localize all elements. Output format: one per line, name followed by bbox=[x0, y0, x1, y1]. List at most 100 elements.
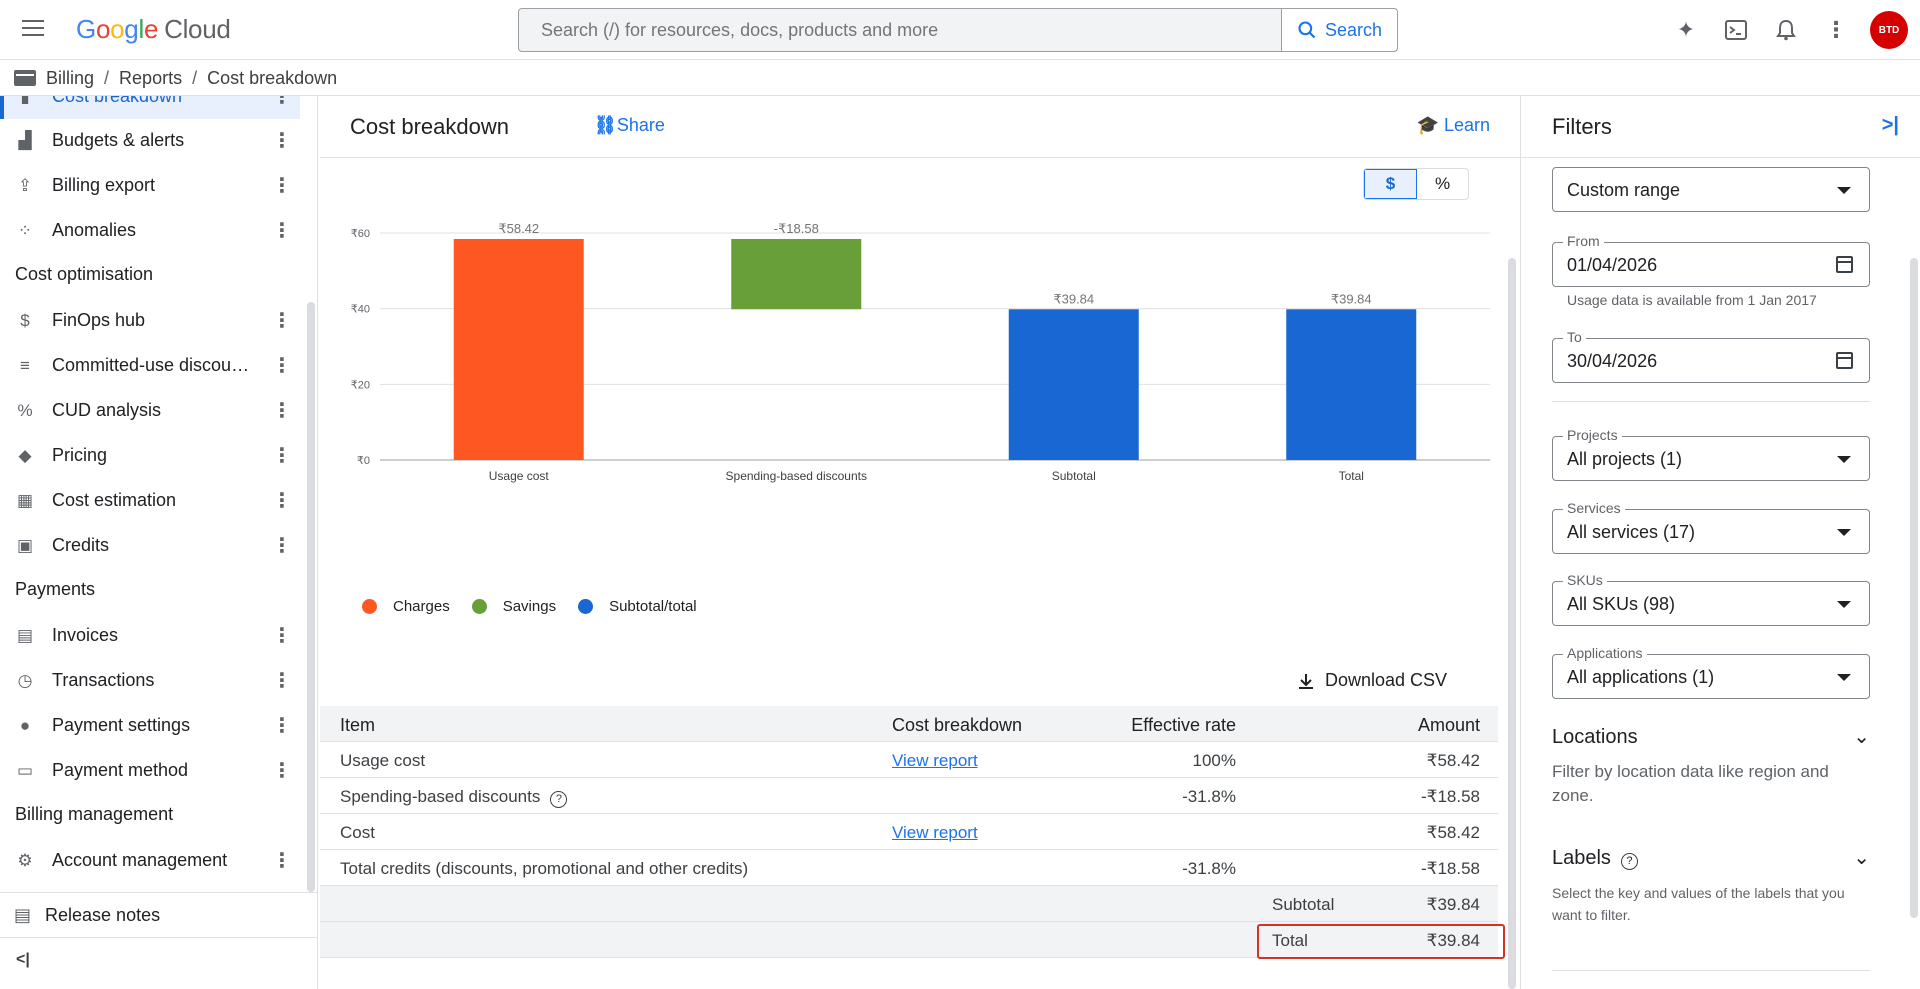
more-vert-icon[interactable]: ⋮ bbox=[272, 310, 292, 332]
more-vert-icon[interactable]: ⋮ bbox=[272, 130, 292, 152]
chevron-down-icon[interactable]: ⌄ bbox=[1853, 726, 1870, 748]
more-vert-icon[interactable]: ⋮ bbox=[272, 535, 292, 557]
labels-title: Labels bbox=[1552, 847, 1611, 869]
share-button[interactable]: ⛓Share bbox=[594, 115, 665, 136]
search-button[interactable]: Search bbox=[1281, 9, 1397, 51]
sidebar-item-anomalies[interactable]: ⁘ Anomalies ⋮ bbox=[0, 208, 300, 253]
sidebar-footer: ▤ Release notes <| bbox=[0, 892, 317, 968]
gemini-sparkle-icon[interactable]: ✦ bbox=[1676, 17, 1696, 42]
more-vert-icon[interactable]: ⋮ bbox=[272, 220, 292, 242]
sidebar-item-account-management[interactable]: ⚙ Account management ⋮ bbox=[0, 838, 300, 883]
sidebar-item-billing-export[interactable]: ⇪ Billing export ⋮ bbox=[0, 163, 300, 208]
services-select[interactable]: Services All services (17) bbox=[1552, 500, 1870, 554]
logo-letter: G bbox=[76, 14, 96, 44]
legend-item-subtotal-total[interactable]: Subtotal/total bbox=[578, 598, 697, 615]
view-report-link[interactable]: View report bbox=[892, 823, 978, 842]
calendar-icon[interactable] bbox=[1836, 352, 1853, 369]
row-rate: -31.8% bbox=[1182, 859, 1236, 878]
avatar[interactable]: BTD bbox=[1870, 11, 1908, 49]
main-menu-icon[interactable] bbox=[22, 20, 46, 40]
sidebar-item-pricing[interactable]: ◆ Pricing ⋮ bbox=[0, 433, 300, 478]
sidebar-item-payment-settings[interactable]: ● Payment settings ⋮ bbox=[0, 703, 300, 748]
chevron-down-icon bbox=[1837, 456, 1851, 463]
legend-label: Charges bbox=[393, 598, 450, 615]
x-tick-label: Spending-based discounts bbox=[726, 469, 867, 483]
learn-button[interactable]: 🎓 Learn bbox=[1417, 115, 1490, 136]
sidebar-item-cost-estimation[interactable]: ▦ Cost estimation ⋮ bbox=[0, 478, 300, 523]
main-scrollbar[interactable] bbox=[1508, 258, 1516, 989]
chevron-down-icon[interactable]: ⌄ bbox=[1853, 847, 1870, 869]
sidebar-item-payment-method[interactable]: ▭ Payment method ⋮ bbox=[0, 748, 300, 793]
toggle-dollar[interactable]: $ bbox=[1364, 169, 1417, 199]
help-icon[interactable]: ? bbox=[550, 791, 568, 808]
locations-title[interactable]: Locations bbox=[1552, 726, 1638, 748]
notifications-bell-icon[interactable] bbox=[1766, 10, 1806, 50]
sidebar-item-committed-use[interactable]: ≡ Committed-use discou… ⋮ bbox=[0, 343, 300, 388]
chart-bar-icon: ▮ bbox=[20, 96, 30, 106]
sidebar-item-invoices[interactable]: ▤ Invoices ⋮ bbox=[0, 613, 300, 658]
header-amount: Amount bbox=[1417, 715, 1480, 735]
sidebar-item-finops-hub[interactable]: $ FinOps hub ⋮ bbox=[0, 298, 300, 343]
more-vert-icon[interactable]: ⋮ bbox=[272, 760, 292, 782]
search-input[interactable] bbox=[519, 9, 1282, 51]
view-report-link[interactable]: View report bbox=[892, 751, 978, 770]
sidebar-item-credits[interactable]: ▣ Credits ⋮ bbox=[0, 523, 300, 568]
more-vert-icon[interactable]: ⋮ bbox=[272, 625, 292, 647]
help-icon[interactable]: ? bbox=[1620, 853, 1638, 870]
more-vert-icon[interactable]: ⋮ bbox=[272, 355, 292, 377]
google-cloud-logo[interactable]: Google Cloud bbox=[76, 14, 231, 45]
sidebar-item-label: Budgets & alerts bbox=[52, 130, 185, 150]
applications-select[interactable]: Applications All applications (1) bbox=[1552, 645, 1870, 699]
section-billing-management: Billing management bbox=[15, 804, 174, 824]
filters-scrollbar[interactable] bbox=[1910, 258, 1918, 918]
date-range-select[interactable]: Custom range bbox=[1552, 167, 1870, 212]
calendar-icon[interactable] bbox=[1836, 256, 1853, 273]
download-csv-button[interactable]: Download CSV bbox=[1297, 670, 1447, 691]
breadcrumb-cost-breakdown[interactable]: Cost breakdown bbox=[207, 67, 338, 88]
breadcrumb-billing[interactable]: Billing bbox=[46, 67, 95, 88]
legend-item-savings[interactable]: Savings bbox=[471, 598, 556, 615]
more-vert-icon[interactable]: ⋮ bbox=[272, 715, 292, 737]
filters-panel: Filters >| Custom range From 01/04/2026 … bbox=[1520, 96, 1920, 989]
sidebar-item-transactions[interactable]: ◷ Transactions ⋮ bbox=[0, 658, 300, 703]
more-vert-icon[interactable]: ⋮ bbox=[272, 670, 292, 692]
labels-title-wrapper[interactable]: Labels? bbox=[1552, 847, 1638, 870]
sidebar-item-cud-analysis[interactable]: % CUD analysis ⋮ bbox=[0, 388, 300, 433]
toggle-percent[interactable]: % bbox=[1434, 174, 1451, 193]
skus-select[interactable]: SKUs All SKUs (98) bbox=[1552, 572, 1870, 626]
collapse-panel-icon[interactable]: >| bbox=[1881, 114, 1899, 136]
collapse-sidebar-icon[interactable]: <| bbox=[0, 937, 317, 982]
cloud-shell-icon[interactable] bbox=[1716, 10, 1756, 50]
legend-item-charges[interactable]: Charges bbox=[362, 598, 450, 615]
release-notes-label: Release notes bbox=[45, 904, 161, 925]
breadcrumb-reports[interactable]: Reports bbox=[119, 67, 183, 88]
subtotal-row: Subtotal ₹39.84 bbox=[320, 886, 1498, 922]
more-vert-icon[interactable]: ⋮ bbox=[272, 400, 292, 422]
more-vert-icon[interactable]: ⋮ bbox=[272, 445, 292, 467]
more-vert-icon[interactable]: ⋮ bbox=[272, 175, 292, 197]
chart-bar bbox=[731, 238, 862, 310]
more-vert-icon[interactable]: ⋮ bbox=[272, 850, 292, 872]
sidebar-item-label: FinOps hub bbox=[52, 310, 146, 330]
data-label: ₹58.42 bbox=[498, 221, 539, 236]
release-notes-icon: ▤ bbox=[14, 904, 32, 925]
sidebar-item-budgets-alerts[interactable]: ▟ Budgets & alerts ⋮ bbox=[0, 118, 300, 163]
to-date-field[interactable]: To 30/04/2026 bbox=[1552, 329, 1870, 383]
total-amount: ₹39.84 bbox=[1426, 931, 1480, 950]
more-vert-icon[interactable]: ⋮ bbox=[272, 96, 292, 108]
more-vert-icon[interactable]: ⋮ bbox=[272, 490, 292, 512]
breadcrumb-separator: / bbox=[192, 67, 198, 88]
table-row: Usage cost View report 100% ₹58.42 bbox=[320, 742, 1498, 778]
cost-table: Item Cost breakdown Effective rate Amoun… bbox=[320, 706, 1498, 958]
more-options-icon[interactable]: ⋮ bbox=[1825, 17, 1847, 42]
release-notes-link[interactable]: ▤ Release notes bbox=[0, 893, 317, 937]
row-item: Usage cost bbox=[340, 751, 426, 770]
sidebar-item-cost-breakdown[interactable]: ▮ Cost breakdown ⋮ bbox=[0, 96, 300, 119]
projects-select[interactable]: Projects All projects (1) bbox=[1552, 427, 1870, 481]
from-value: 01/04/2026 bbox=[1567, 255, 1658, 275]
locations-description: Filter by location data like region and … bbox=[1552, 762, 1829, 805]
search-icon bbox=[1298, 21, 1316, 39]
sidebar-scrollbar[interactable] bbox=[307, 302, 315, 892]
from-date-field[interactable]: From 01/04/2026 bbox=[1552, 233, 1870, 287]
breadcrumb: Billing / Reports / Cost breakdown bbox=[0, 61, 1920, 96]
